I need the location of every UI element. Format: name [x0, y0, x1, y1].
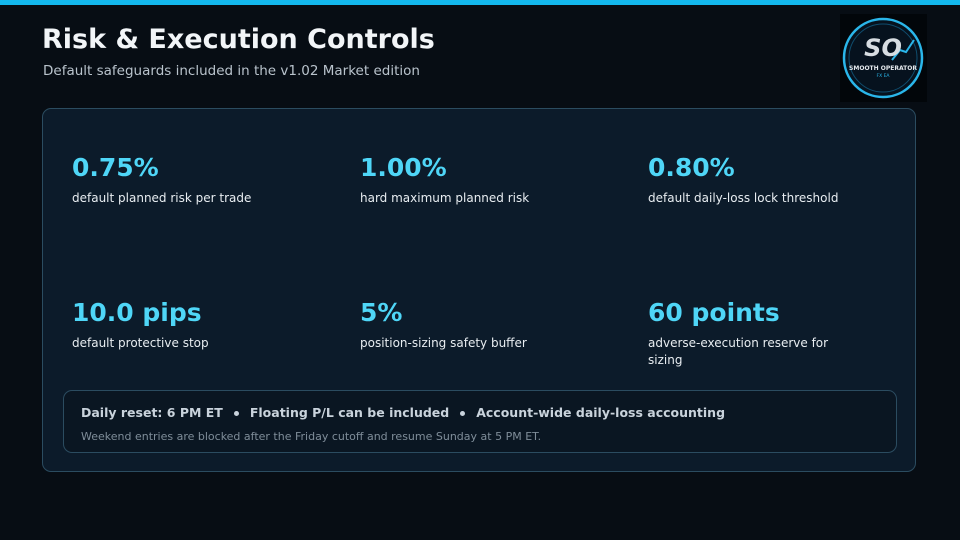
metric-value: 0.80%	[648, 153, 735, 182]
metric: 10.0 pips default protective stop	[72, 298, 272, 352]
metric: 0.80% default daily-loss lock threshold	[648, 153, 848, 207]
metric: 5% position-sizing safety buffer	[360, 298, 560, 352]
highlight: Account-wide daily-loss accounting	[476, 405, 726, 420]
highlight: Floating P/L can be included	[249, 405, 450, 420]
highlights: Daily reset: 6 PM ET Floating P/L can be …	[81, 405, 725, 420]
metric-value: 5%	[360, 298, 403, 327]
metric: 60 points adverse-execution reserve for s…	[648, 298, 848, 369]
logo: SO SMOOTH OPERATOR FX EA	[840, 14, 927, 102]
metric-label: hard maximum planned risk	[360, 191, 530, 205]
subtitle: Default safeguards included in the v1.02…	[43, 63, 420, 79]
metric-label: adverse-execution reserve for sizing	[648, 336, 829, 367]
metric: 1.00% hard maximum planned risk	[360, 153, 560, 207]
metric-label: default planned risk per trade	[72, 191, 252, 205]
metric-value: 10.0 pips	[72, 298, 202, 327]
metric-value: 60 points	[648, 298, 780, 327]
metric-label: default protective stop	[72, 336, 209, 350]
title: Risk & Execution Controls	[42, 24, 435, 55]
logo-name: SMOOTH OPERATOR	[849, 65, 917, 72]
metric: 0.75% default planned risk per trade	[72, 153, 272, 207]
logo-product: FX EA	[876, 73, 890, 79]
footer-note: Weekend entries are blocked after the Fr…	[81, 430, 542, 443]
separator-dot	[233, 411, 239, 416]
top-bar	[0, 0, 960, 5]
metric-value: 0.75%	[72, 153, 159, 182]
highlight: Daily reset: 6 PM ET	[81, 405, 223, 420]
footer-panel: Daily reset: 6 PM ET Floating P/L can be …	[63, 390, 897, 453]
controls-card: Daily reset: 6 PM ET Floating P/L can be …	[42, 108, 916, 472]
metric-label: position-sizing safety buffer	[360, 336, 527, 350]
separator-dot	[460, 411, 466, 416]
logo-monogram: SO	[864, 34, 902, 62]
metric-label: default daily-loss lock threshold	[648, 191, 839, 205]
metric-value: 1.00%	[360, 153, 447, 182]
